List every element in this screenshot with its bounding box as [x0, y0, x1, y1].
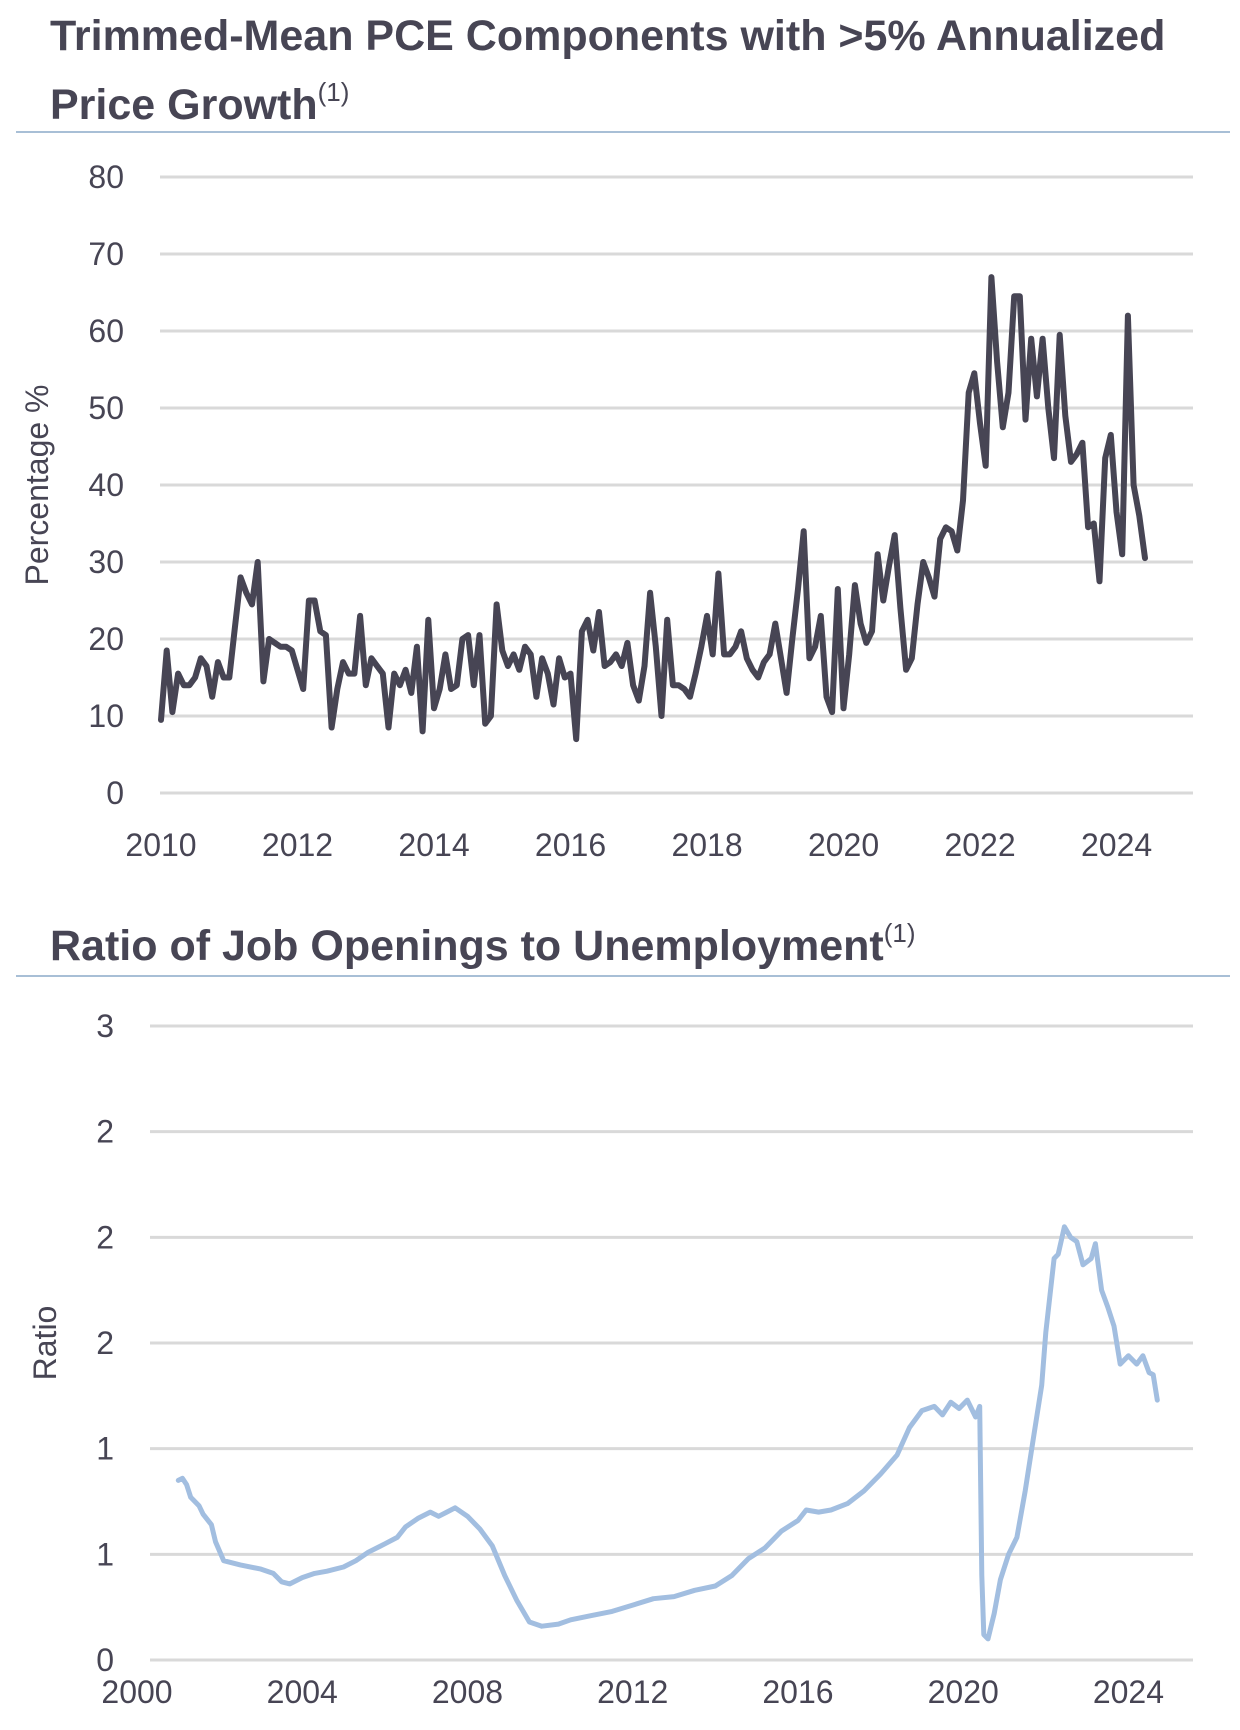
chart-2-title: Ratio of Job Openings to Unemployment(1) — [50, 918, 916, 970]
chart-2-x-tick-label: 2004 — [267, 1674, 338, 1710]
chart-1-title: Trimmed-Mean PCE Components with >5% Ann… — [50, 12, 1166, 129]
chart-1-y-tick-label: 10 — [88, 698, 124, 734]
chart-1-x-tick-label: 2020 — [808, 827, 879, 863]
chart-1-x-tick-label: 2012 — [262, 827, 333, 863]
chart-2-title-divider — [16, 975, 1230, 977]
chart-2-x-tick-label: 2000 — [101, 1674, 172, 1710]
chart-1-y-axis-label: Percentage % — [19, 384, 55, 585]
chart-1-x-tick-label: 2018 — [671, 827, 742, 863]
chart-1-title-divider — [16, 131, 1230, 133]
chart-1-x-tick-label: 2024 — [1081, 827, 1152, 863]
chart-2-y-axis-label: Ratio — [27, 1306, 63, 1381]
chart-2-y-tick-label: 1 — [96, 1431, 114, 1467]
chart-2-plot: 0 1 1 2 2 2 3 2000 2004 2008 2012 2016 2020 2024 Ratio — [27, 1008, 1193, 1710]
chart-1-x-tick-label: 2010 — [125, 827, 196, 863]
chart-1-x-tick-label: 2022 — [944, 827, 1015, 863]
chart-1-y-tick-label: 30 — [88, 544, 124, 580]
chart-2-y-tick-label: 2 — [96, 1114, 114, 1150]
chart-2-title-footnote: (1) — [883, 918, 916, 948]
chart-2-x-tick-label: 2008 — [432, 1674, 503, 1710]
chart-1-y-tick-label: 50 — [88, 390, 124, 426]
chart-1-title-footnote: (1) — [317, 77, 350, 107]
chart-2-x-tick-label: 2012 — [597, 1674, 668, 1710]
chart-1-series-line — [158, 274, 1148, 743]
chart-1-plot: 0 10 20 30 40 50 60 70 80 2010 2012 2014 2016 2018 202… — [19, 159, 1193, 863]
chart-2-x-tick-label: 2020 — [928, 1674, 999, 1710]
chart-1-y-tick-label: 60 — [88, 313, 124, 349]
chart-2-x-tick-label: 2016 — [762, 1674, 833, 1710]
chart-1-y-tick-label: 20 — [88, 621, 124, 657]
chart-2-y-tick-label: 0 — [96, 1642, 114, 1678]
chart-2-y-tick-label: 1 — [96, 1536, 114, 1572]
chart-1-y-tick-label: 80 — [88, 159, 124, 195]
chart-1-y-tick-label: 0 — [106, 775, 124, 811]
chart-1-y-tick-label: 70 — [88, 236, 124, 272]
chart-2-series-line — [175, 1224, 1160, 1642]
chart-2-y-tick-label: 2 — [96, 1219, 114, 1255]
chart-2-x-tick-label: 2024 — [1093, 1674, 1164, 1710]
chart-2-y-tick-label: 2 — [96, 1325, 114, 1361]
chart-1-x-tick-label: 2014 — [398, 827, 469, 863]
chart-1-y-tick-label: 40 — [88, 467, 124, 503]
chart-1-x-tick-label: 2016 — [535, 827, 606, 863]
chart-2-y-tick-label: 3 — [96, 1008, 114, 1044]
